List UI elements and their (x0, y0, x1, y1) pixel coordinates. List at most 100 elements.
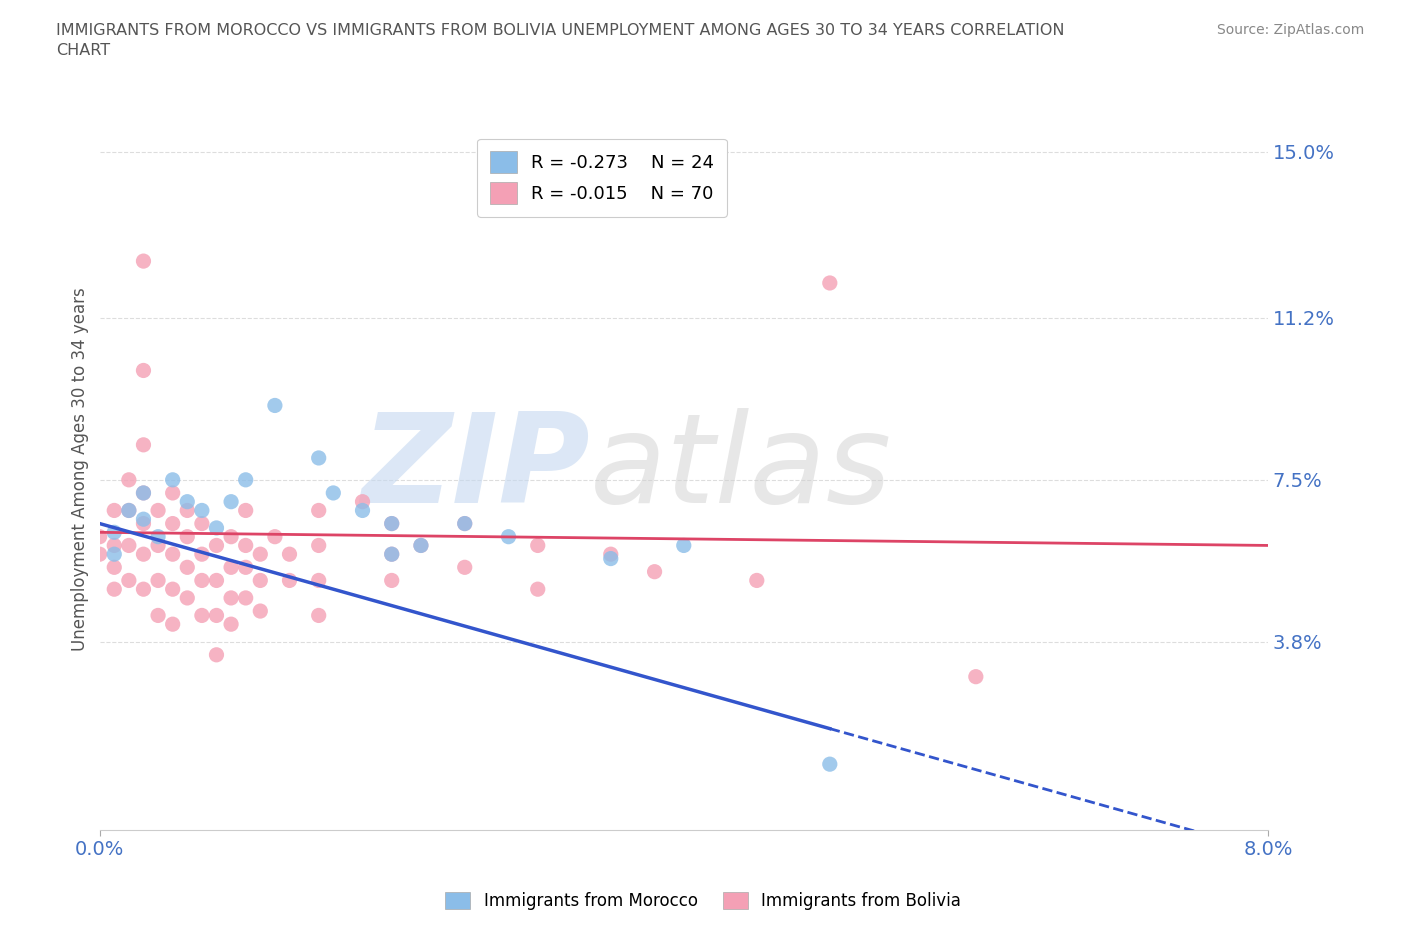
Point (146, 538, 169, 552)
Point (118, 503, 141, 518)
Point (132, 437, 155, 452)
Legend: R = -0.273    N = 24, R = -0.015    N = 70: R = -0.273 N = 24, R = -0.015 N = 70 (477, 139, 727, 217)
Text: Source: ZipAtlas.com: Source: ZipAtlas.com (1216, 23, 1364, 37)
Point (132, 512, 155, 526)
Point (249, 547, 271, 562)
Point (264, 529, 287, 544)
Point (103, 525, 125, 539)
Point (235, 503, 257, 518)
Point (818, 757, 841, 772)
Point (103, 560, 125, 575)
Point (264, 398, 287, 413)
Point (191, 608, 214, 623)
Point (205, 573, 228, 588)
Point (381, 547, 404, 562)
Point (162, 547, 184, 562)
Point (176, 494, 198, 509)
Point (162, 617, 184, 631)
Point (132, 582, 155, 597)
Point (409, 538, 432, 552)
Point (352, 494, 374, 509)
Point (103, 538, 125, 552)
Point (235, 591, 257, 605)
Text: ZIP: ZIP (361, 408, 591, 529)
Point (103, 547, 125, 562)
Point (146, 529, 169, 544)
Point (235, 560, 257, 575)
Point (162, 472, 184, 487)
Point (89, 529, 111, 544)
Point (235, 472, 257, 487)
Point (191, 573, 214, 588)
Point (249, 604, 271, 618)
Legend: Immigrants from Morocco, Immigrants from Bolivia: Immigrants from Morocco, Immigrants from… (439, 885, 967, 917)
Point (672, 538, 695, 552)
Point (205, 608, 228, 623)
Point (205, 647, 228, 662)
Point (162, 516, 184, 531)
Point (132, 485, 155, 500)
Point (132, 363, 155, 378)
Point (644, 565, 666, 579)
Point (191, 516, 214, 531)
Point (599, 547, 621, 562)
Point (162, 485, 184, 500)
Point (454, 560, 477, 575)
Point (176, 529, 198, 544)
Point (118, 472, 141, 487)
Point (352, 503, 374, 518)
Point (89, 547, 111, 562)
Point (308, 538, 330, 552)
Point (745, 573, 768, 588)
Text: atlas: atlas (591, 408, 893, 529)
Point (454, 516, 477, 531)
Point (162, 582, 184, 597)
Point (132, 254, 155, 269)
Point (132, 547, 155, 562)
Point (146, 573, 169, 588)
Point (381, 516, 404, 531)
Point (176, 503, 198, 518)
Point (103, 582, 125, 597)
Point (205, 521, 228, 536)
Point (818, 275, 841, 290)
Point (526, 582, 548, 597)
Point (191, 547, 214, 562)
Point (176, 560, 198, 575)
Point (176, 591, 198, 605)
Point (308, 450, 330, 465)
Point (118, 573, 141, 588)
Point (103, 503, 125, 518)
Y-axis label: Unemployment Among Ages 30 to 34 years: Unemployment Among Ages 30 to 34 years (72, 287, 89, 651)
Point (278, 573, 301, 588)
Point (235, 538, 257, 552)
Point (132, 516, 155, 531)
Point (219, 494, 242, 509)
Point (219, 591, 242, 605)
Point (381, 547, 404, 562)
Point (146, 503, 169, 518)
Point (132, 485, 155, 500)
Point (278, 547, 301, 562)
Point (219, 529, 242, 544)
Point (409, 538, 432, 552)
Point (308, 608, 330, 623)
Point (381, 516, 404, 531)
Text: IMMIGRANTS FROM MOROCCO VS IMMIGRANTS FROM BOLIVIA UNEMPLOYMENT AMONG AGES 30 TO: IMMIGRANTS FROM MOROCCO VS IMMIGRANTS FR… (56, 23, 1064, 58)
Point (118, 503, 141, 518)
Point (526, 538, 548, 552)
Point (118, 538, 141, 552)
Point (308, 503, 330, 518)
Point (191, 503, 214, 518)
Point (146, 608, 169, 623)
Point (205, 538, 228, 552)
Point (308, 573, 330, 588)
Point (381, 573, 404, 588)
Point (322, 485, 344, 500)
Point (498, 529, 520, 544)
Point (454, 516, 477, 531)
Point (965, 670, 987, 684)
Point (219, 617, 242, 631)
Point (219, 560, 242, 575)
Point (599, 551, 621, 566)
